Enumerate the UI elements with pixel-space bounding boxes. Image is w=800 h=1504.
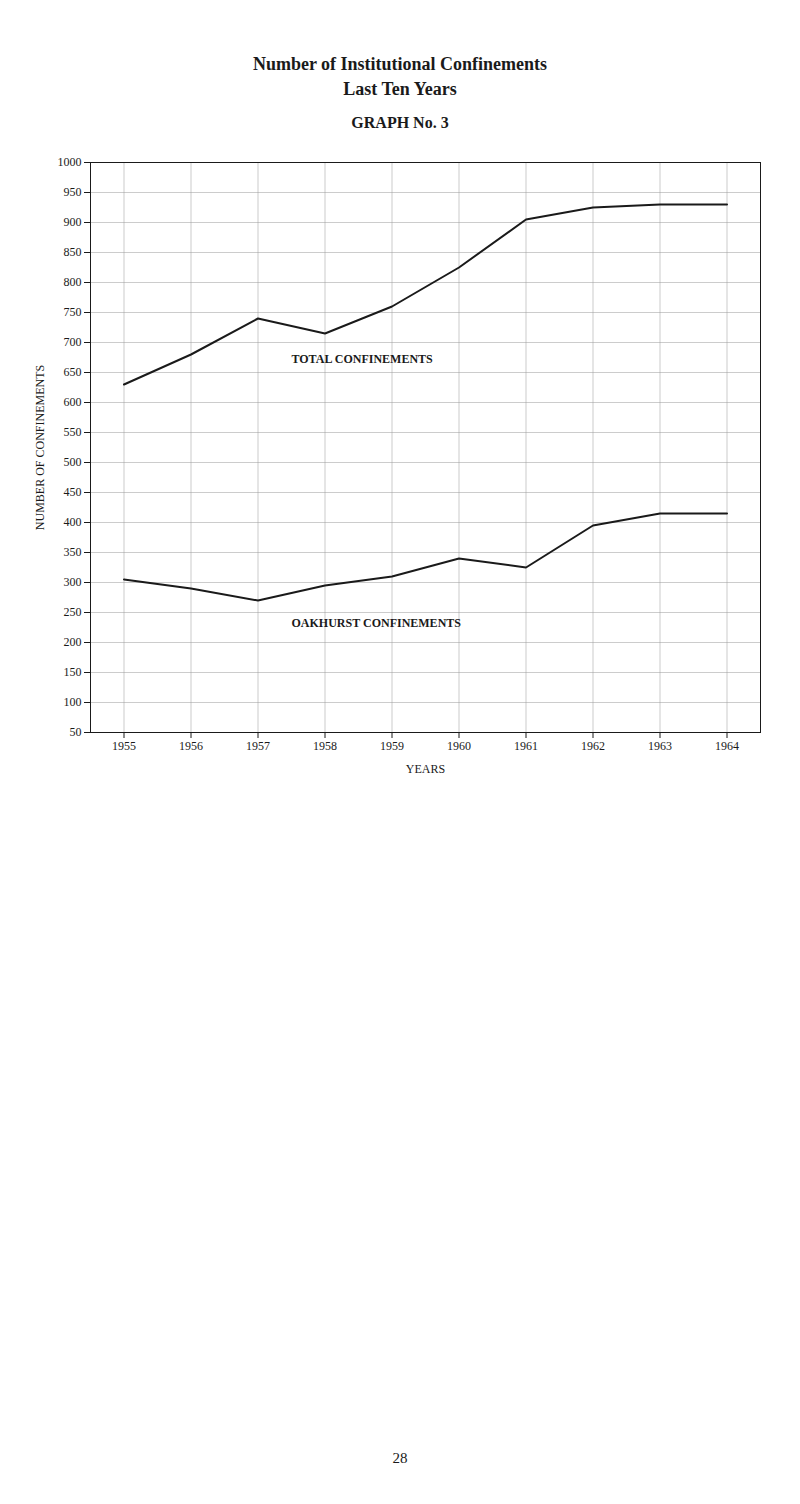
html-text:28: 28 <box>392 1450 408 1466</box>
svg-text:1000: 1000 <box>58 155 82 169</box>
svg-text:600: 600 <box>64 395 82 409</box>
svg-text:900: 900 <box>64 215 82 229</box>
svg-text:OAKHURST CONFINEMENTS: OAKHURST CONFINEMENTS <box>292 616 462 630</box>
svg-text:650: 650 <box>64 365 82 379</box>
svg-text:NUMBER OF CONFINEMENTS: NUMBER OF CONFINEMENTS <box>33 365 47 530</box>
svg-text:300: 300 <box>64 575 82 589</box>
html-text:GRAPH No. 3: GRAPH No. 3 <box>351 114 449 131</box>
svg-text:800: 800 <box>64 275 82 289</box>
svg-text:YEARS: YEARS <box>406 762 445 776</box>
svg-text:500: 500 <box>64 455 82 469</box>
svg-text:1960: 1960 <box>447 739 471 753</box>
html-text:Last Ten Years: Last Ten Years <box>343 79 457 99</box>
svg-text:750: 750 <box>64 305 82 319</box>
svg-text:850: 850 <box>64 245 82 259</box>
svg-text:450: 450 <box>64 485 82 499</box>
svg-text:1964: 1964 <box>715 739 739 753</box>
svg-text:1962: 1962 <box>581 739 605 753</box>
svg-text:1955: 1955 <box>112 739 136 753</box>
svg-text:150: 150 <box>64 665 82 679</box>
svg-text:1963: 1963 <box>648 739 672 753</box>
svg-text:250: 250 <box>64 605 82 619</box>
svg-text:100: 100 <box>64 695 82 709</box>
svg-text:1958: 1958 <box>313 739 337 753</box>
svg-text:50: 50 <box>70 725 82 739</box>
svg-text:1957: 1957 <box>246 739 270 753</box>
svg-text:TOTAL CONFINEMENTS: TOTAL CONFINEMENTS <box>292 352 434 366</box>
svg-text:950: 950 <box>64 185 82 199</box>
svg-text:700: 700 <box>64 335 82 349</box>
svg-text:550: 550 <box>64 425 82 439</box>
svg-text:400: 400 <box>64 515 82 529</box>
svg-text:1959: 1959 <box>380 739 404 753</box>
svg-text:1961: 1961 <box>514 739 538 753</box>
html-text:Number of Institutional Confin: Number of Institutional Confinements <box>252 54 548 74</box>
svg-text:350: 350 <box>64 545 82 559</box>
svg-text:1956: 1956 <box>179 739 203 753</box>
svg-text:200: 200 <box>64 635 82 649</box>
